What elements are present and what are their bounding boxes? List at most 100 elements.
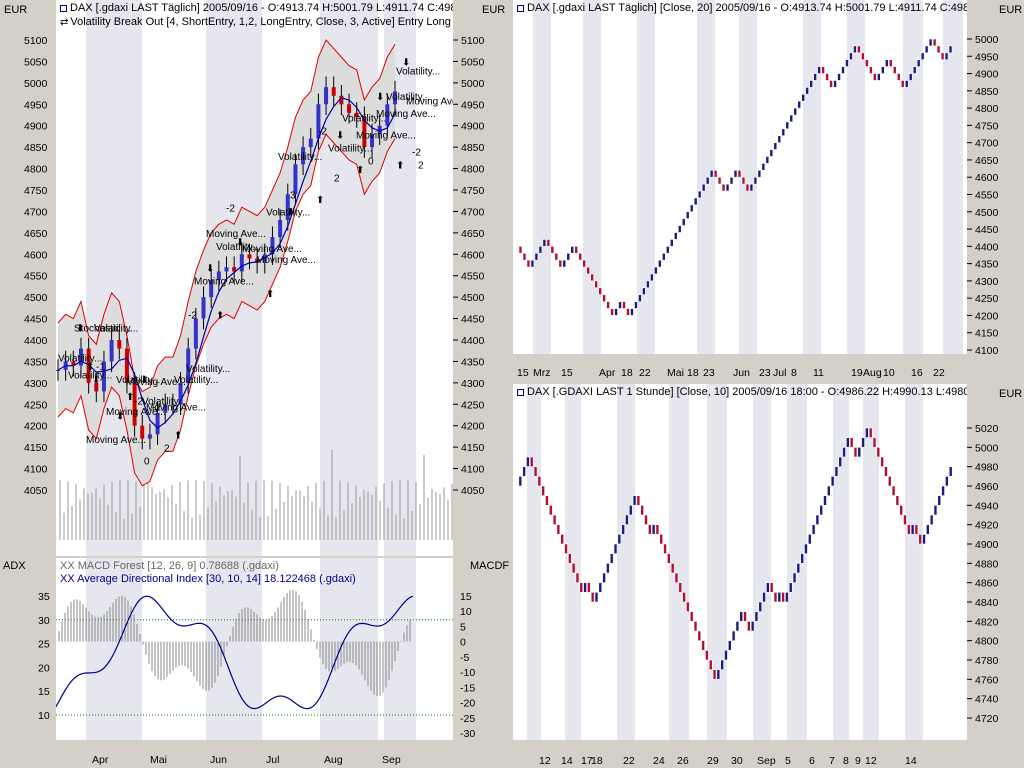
renko-up-brick (697, 190, 702, 199)
renko-up-brick (929, 514, 934, 525)
renko-up-brick (788, 582, 793, 593)
short-entry-arrow: ⬇ (286, 208, 294, 219)
candle-body (124, 348, 129, 383)
renko-down-brick (868, 427, 873, 438)
renko-up-brick (819, 505, 823, 516)
renko-down-brick (888, 59, 893, 67)
renko-daily-title-text: DAX [.gdaxi LAST Täglich] [Close, 20] 20… (527, 2, 967, 14)
renko-up-brick (625, 514, 629, 525)
renko-down-brick (689, 611, 694, 622)
renko-up-brick (753, 176, 758, 185)
renko-down-brick (556, 524, 561, 535)
renko-down-brick (560, 534, 565, 545)
renko-up-brick (800, 553, 804, 564)
renko-up-brick (720, 659, 724, 670)
shaded-period-band (86, 558, 142, 740)
shaded-period-band (803, 0, 821, 354)
renko-down-brick (663, 543, 667, 554)
renko-up-brick (630, 308, 634, 316)
renko-down-brick (745, 183, 750, 192)
signal-annotation: Moving Ave... (406, 96, 453, 107)
signal-annotation: Volatility... (142, 396, 186, 407)
renko-up-brick (920, 52, 925, 61)
indicator-plot[interactable]: XX MACD Forest [12, 26, 9] 0.78688 (.gda… (56, 558, 453, 740)
signal-annotation: Moving Ave... (126, 377, 186, 388)
renko-up-brick (865, 427, 869, 438)
candle-body (56, 370, 60, 371)
renko-daily-unit: EUR (999, 4, 1023, 16)
renko-up-brick (642, 287, 646, 296)
candle-body (270, 237, 275, 255)
shaded-period-band (753, 384, 771, 740)
renko-down-brick (693, 621, 698, 632)
signal-annotation: -2 (134, 396, 143, 407)
renko-up-brick (853, 45, 857, 54)
renko-daily-plot[interactable]: DAX [.gdaxi LAST Täglich] [Close, 20] 20… (513, 0, 967, 354)
candle-body (86, 348, 91, 383)
renko-up-brick (606, 563, 610, 574)
renko-up-brick (724, 650, 728, 661)
renko-down-brick (705, 650, 709, 661)
renko-up-brick (777, 135, 782, 143)
renko-down-brick (903, 514, 907, 525)
renko-up-brick (885, 59, 889, 67)
candle-body (109, 340, 114, 362)
signal-annotation: 3 (290, 191, 296, 202)
long-entry-arrow: ⬆ (396, 161, 404, 172)
renko-up-brick (594, 592, 599, 603)
shaded-period-band (943, 0, 963, 354)
renko-up-brick (650, 273, 654, 282)
renko-up-brick (617, 534, 622, 545)
renko-down-brick (932, 38, 937, 47)
long-entry-arrow: ⬆ (356, 165, 364, 176)
renko-up-brick (685, 211, 690, 219)
candle-body (316, 104, 321, 139)
signal-annotation: Moving Ave... (376, 109, 436, 120)
square-series-icon (60, 4, 67, 12)
signal-annotation: 2 (164, 443, 170, 454)
renko-up-brick (801, 93, 805, 102)
signal-annotation: 2 (334, 173, 340, 184)
renko-down-brick (594, 280, 598, 289)
renko-down-brick (872, 437, 877, 448)
shaded-period-band (863, 384, 879, 740)
renko-hourly-svg (518, 384, 953, 740)
renko-down-brick (869, 66, 873, 74)
renko-hourly-unit: EUR (999, 388, 1023, 400)
shaded-period-band (583, 0, 601, 354)
renko-up-brick (677, 225, 682, 233)
renko-down-brick (545, 495, 549, 506)
renko-up-brick (538, 246, 543, 254)
renko-up-brick (646, 280, 650, 289)
candle-body (354, 112, 359, 118)
candle-body (239, 254, 244, 272)
candle-body (201, 297, 206, 319)
signal-annotation: Volatility... (328, 143, 372, 154)
renko-up-brick (944, 52, 949, 61)
signal-annotation: -2 (152, 403, 161, 414)
renko-down-brick (741, 176, 746, 185)
renko-up-brick (834, 466, 839, 477)
renko-up-brick (735, 621, 740, 632)
short-entry-arrow: ⬇ (76, 323, 84, 334)
renko-up-brick (602, 572, 606, 583)
daily-chart-plot[interactable]: Volatility... Volatility... Stochastic ...… (56, 0, 453, 556)
shaded-period-band (787, 384, 807, 740)
renko-down-brick (743, 611, 747, 622)
renko-down-brick (773, 592, 778, 603)
signal-annotation: Volatility... (342, 113, 386, 124)
renko-down-brick (857, 45, 861, 54)
renko-up-brick (613, 543, 618, 554)
renko-down-brick (558, 259, 563, 268)
renko-hourly-plot[interactable]: DAX [.GDAXI LAST 1 Stunde] [Close, 10] 2… (513, 384, 967, 740)
renko-up-brick (908, 73, 913, 81)
renko-up-brick (842, 447, 846, 458)
renko-up-brick (823, 495, 827, 506)
renko-daily-svg (518, 0, 963, 354)
renko-up-brick (749, 183, 754, 192)
renko-up-brick (910, 524, 915, 535)
shaded-period-band (527, 384, 541, 740)
renko-down-brick (537, 476, 542, 487)
renko-down-brick (552, 514, 557, 525)
renko-up-brick (926, 524, 930, 535)
